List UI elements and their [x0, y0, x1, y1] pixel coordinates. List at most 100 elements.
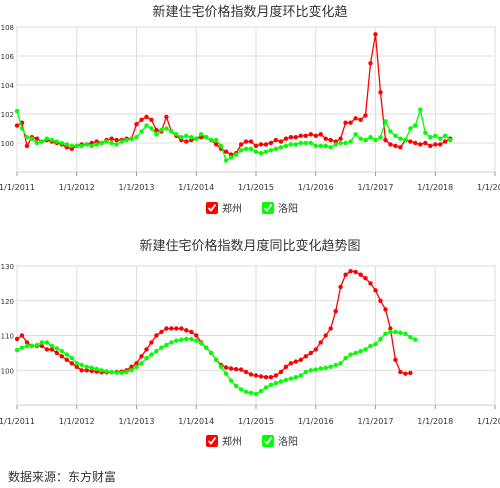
data-point — [164, 114, 169, 120]
data-point — [278, 369, 284, 375]
data-point — [333, 362, 338, 368]
data-point — [248, 390, 254, 395]
data-point — [44, 347, 50, 352]
data-point — [149, 117, 154, 123]
data-point — [144, 355, 149, 361]
data-point — [288, 361, 294, 366]
data-point — [303, 354, 308, 359]
data-point — [273, 137, 279, 143]
data-point — [149, 352, 154, 357]
x-tick-label: 1/1/2016 — [298, 183, 334, 192]
data-point — [323, 143, 328, 149]
data-point — [413, 337, 418, 342]
data-point — [273, 380, 279, 386]
data-point — [238, 367, 244, 372]
data-source: 数据来源：东方财富 — [8, 470, 117, 484]
data-point — [154, 132, 159, 137]
data-point — [408, 139, 413, 144]
data-point — [49, 347, 55, 352]
data-point — [363, 137, 368, 143]
legend-label: 洛阳 — [278, 202, 298, 215]
data-point — [149, 126, 154, 131]
data-point — [298, 140, 303, 146]
data-point — [303, 369, 308, 375]
data-point — [129, 364, 134, 369]
data-point — [248, 139, 254, 144]
data-point — [89, 368, 94, 374]
data-point — [278, 139, 284, 144]
data-point — [114, 137, 119, 143]
data-point — [29, 136, 35, 141]
data-point — [218, 364, 224, 369]
data-point — [209, 350, 214, 356]
data-point — [194, 338, 199, 343]
legend-item-luoyang: 洛阳 — [262, 435, 298, 448]
data-point — [214, 357, 219, 362]
data-point — [343, 272, 348, 277]
data-point — [268, 140, 274, 146]
data-point — [39, 343, 45, 349]
data-point — [363, 347, 368, 352]
y-tick-label: 106 — [1, 53, 15, 61]
data-point — [438, 142, 443, 147]
legend-label: 郑州 — [222, 202, 242, 215]
data-point — [223, 158, 229, 163]
data-point — [164, 342, 169, 348]
data-point — [283, 364, 289, 369]
data-point — [39, 340, 45, 345]
data-point — [228, 378, 234, 383]
data-point — [378, 336, 383, 342]
data-point — [283, 377, 289, 383]
data-point — [14, 336, 20, 342]
data-point — [308, 132, 313, 137]
data-point — [204, 345, 209, 350]
data-point — [423, 130, 428, 135]
data-point — [363, 276, 368, 281]
data-point — [233, 367, 239, 372]
data-point — [14, 347, 20, 353]
data-point — [418, 107, 423, 112]
legend-label: 洛阳 — [278, 435, 298, 448]
y-tick-label: 104 — [1, 82, 15, 90]
data-point — [253, 373, 259, 378]
data-point — [243, 146, 249, 151]
check-icon — [263, 436, 273, 445]
data-point — [423, 140, 428, 146]
data-point — [199, 132, 204, 137]
data-point — [443, 139, 448, 144]
data-point — [59, 348, 64, 354]
data-point — [99, 368, 104, 373]
data-point — [298, 373, 303, 378]
data-point — [318, 366, 323, 371]
data-point — [308, 140, 313, 146]
data-point — [263, 385, 269, 390]
data-point — [308, 350, 313, 356]
x-tick-label: 1/1/2012 — [59, 183, 95, 192]
data-point — [233, 152, 239, 157]
data-point — [24, 340, 30, 345]
yoy-chart: 新建住宅价格指数月度同比变化趋势图 100 110 120 130 1/1/2011 1/1… — [0, 238, 500, 448]
data-point — [328, 326, 333, 331]
data-point — [388, 129, 393, 134]
data-point — [418, 142, 423, 147]
legend-label: 郑州 — [222, 435, 242, 448]
data-point — [448, 137, 453, 143]
data-point — [398, 145, 403, 150]
data-point — [179, 337, 184, 342]
data-point — [29, 343, 35, 349]
data-point — [328, 364, 333, 369]
data-point — [223, 365, 229, 370]
data-point — [323, 365, 328, 370]
x-tick-label: 1/1/2014 — [178, 417, 214, 426]
data-point — [39, 139, 45, 144]
data-point — [89, 143, 94, 149]
data-point — [393, 133, 398, 138]
check-icon — [207, 436, 217, 445]
data-point — [368, 343, 373, 349]
data-point — [119, 370, 124, 375]
data-point — [348, 352, 353, 357]
data-point — [89, 365, 94, 370]
data-point — [214, 137, 219, 143]
data-point — [34, 136, 40, 141]
data-point — [179, 326, 184, 331]
